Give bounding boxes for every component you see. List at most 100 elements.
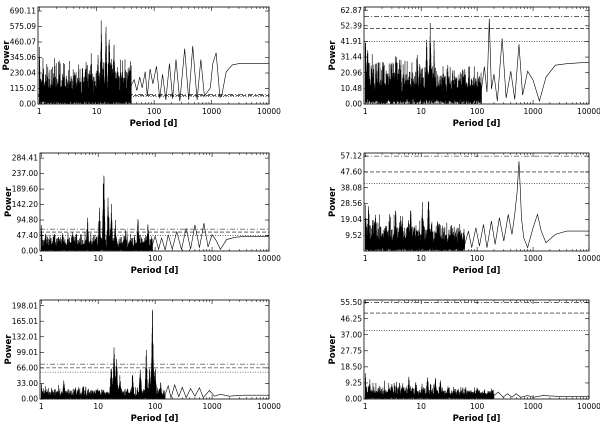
y-tick-label: 198.01 — [12, 301, 38, 310]
x-axis-label: Period [d] — [453, 414, 501, 424]
axes-frame — [39, 299, 270, 400]
panel-bottom-left: 1 10 100 1000 10000 0.00 33.00 66.00 99.01 132.01… — [4, 299, 281, 424]
y-tick-label: 115.02 — [10, 84, 36, 93]
x-tick-label: 10 — [93, 402, 103, 411]
x-axis-label: Period [d] — [130, 119, 178, 129]
axes-frame — [363, 6, 590, 105]
y-axis-label: Power — [2, 40, 12, 71]
axes-frame — [39, 152, 270, 252]
y-tick-label: 66.00 — [17, 363, 39, 372]
x-tick-label: 1000 — [202, 107, 221, 116]
y-tick-label: 230.04 — [10, 69, 36, 78]
panel-top-left: 1 10 100 1000 10000 0.00 115.02 230.04 345.06 460… — [2, 6, 281, 129]
x-tick-label: 10000 — [257, 107, 281, 116]
y-axis-label: Power — [328, 40, 338, 71]
y-tick-label: 55.50 — [341, 298, 363, 307]
y-tick-label: 237.00 — [12, 169, 38, 178]
y-tick-label: 345.06 — [10, 53, 36, 62]
y-tick-label: 47.60 — [341, 168, 363, 177]
x-tick-label: 10 — [416, 254, 426, 263]
power-series-line — [40, 175, 269, 251]
x-tick-label: 10 — [416, 402, 426, 411]
x-tick-label: 1000 — [524, 107, 543, 116]
y-tick-label: 142.20 — [12, 200, 38, 209]
power-series-line — [364, 373, 589, 399]
x-tick-label: 10000 — [577, 402, 600, 411]
x-tick-label: 10000 — [577, 107, 600, 116]
y-tick-label: 27.75 — [341, 346, 363, 355]
y-tick-label: 52.39 — [341, 21, 363, 30]
x-tick-label: 100 — [470, 107, 485, 116]
x-tick-label: 100 — [147, 107, 162, 116]
x-tick-label: 1 — [39, 254, 44, 263]
y-tick-label: 94.80 — [17, 216, 39, 225]
y-tick-label: 575.09 — [10, 22, 36, 31]
y-tick-label: 0.00 — [345, 100, 362, 109]
y-tick-label: 9.25 — [345, 379, 362, 388]
x-tick-label: 10000 — [257, 254, 281, 263]
x-tick-label: 10000 — [577, 254, 600, 263]
x-tick-label: 1 — [39, 402, 44, 411]
x-tick-label: 100 — [470, 402, 485, 411]
y-tick-label: 28.56 — [341, 199, 363, 208]
y-tick-label: 41.91 — [341, 37, 363, 46]
panel-middle-right: 1 10 100 1000 10000 9.52 19.04 28.56 38.08 47.60 5… — [328, 152, 600, 276]
y-tick-label: 37.00 — [341, 330, 363, 339]
y-axis-label: Power — [4, 186, 14, 217]
x-axis-label: Period [d] — [131, 266, 179, 276]
axes-frame — [363, 152, 590, 252]
x-tick-label: 1000 — [524, 402, 543, 411]
power-series-line — [40, 309, 269, 399]
y-axis-label: Power — [4, 334, 14, 365]
x-tick-label: 10 — [416, 107, 426, 116]
panel-bottom-right: 1 10 100 1000 10000 0.00 9.25 18.50 27.75 37.00 46… — [328, 298, 600, 424]
power-series-line — [364, 161, 589, 251]
x-tick-label: 10000 — [257, 402, 281, 411]
x-tick-label: 1000 — [524, 254, 543, 263]
y-tick-label: 0.00 — [19, 100, 36, 109]
y-tick-label: 0.00 — [21, 247, 38, 256]
y-tick-label: 18.50 — [341, 362, 363, 371]
y-tick-label: 0.00 — [345, 395, 362, 404]
x-tick-label: 1 — [37, 107, 42, 116]
y-tick-label: 47.40 — [17, 231, 39, 240]
y-tick-label: 165.01 — [12, 317, 38, 326]
y-tick-label: 38.08 — [341, 183, 363, 192]
x-tick-label: 1 — [363, 402, 368, 411]
y-tick-label: 62.87 — [341, 6, 363, 15]
x-tick-label: 1 — [363, 254, 368, 263]
y-tick-label: 10.48 — [341, 84, 363, 93]
panel-top-right: 1 10 100 1000 10000 0.00 10.48 20.96 31.44 41.91 5… — [328, 6, 600, 129]
y-tick-label: 0.00 — [21, 395, 38, 404]
x-tick-label: 1000 — [203, 402, 222, 411]
y-tick-label: 33.00 — [17, 379, 39, 388]
x-tick-label: 10 — [92, 107, 102, 116]
y-tick-label: 57.12 — [341, 152, 363, 161]
y-tick-label: 9.52 — [345, 231, 362, 240]
y-tick-label: 132.01 — [12, 332, 38, 341]
y-tick-label: 460.07 — [10, 38, 36, 47]
x-axis-label: Period [d] — [131, 414, 179, 424]
x-tick-label: 100 — [470, 254, 485, 263]
panel-middle-left: 1 10 100 1000 10000 0.00 47.40 94.80 142.20 189.6… — [4, 152, 281, 276]
power-series-line — [364, 18, 589, 104]
y-tick-label: 31.44 — [341, 53, 363, 62]
y-tick-label: 20.96 — [341, 68, 363, 77]
y-tick-label: 99.01 — [17, 348, 39, 357]
axes-frame — [363, 299, 590, 400]
axes-frame — [37, 6, 270, 105]
x-axis-label: Period [d] — [453, 266, 501, 276]
y-axis-label: Power — [328, 186, 338, 217]
y-tick-label: 46.25 — [341, 314, 363, 323]
x-axis-label: Period [d] — [453, 119, 501, 129]
y-tick-label: 690.11 — [10, 7, 36, 16]
y-tick-label: 19.04 — [341, 215, 363, 224]
x-tick-label: 10 — [93, 254, 103, 263]
y-tick-label: 284.41 — [12, 154, 38, 163]
x-tick-label: 1000 — [203, 254, 222, 263]
x-tick-label: 1 — [363, 107, 368, 116]
y-axis-label: Power — [328, 334, 338, 365]
x-tick-label: 100 — [148, 254, 163, 263]
power-series-line — [38, 20, 269, 104]
